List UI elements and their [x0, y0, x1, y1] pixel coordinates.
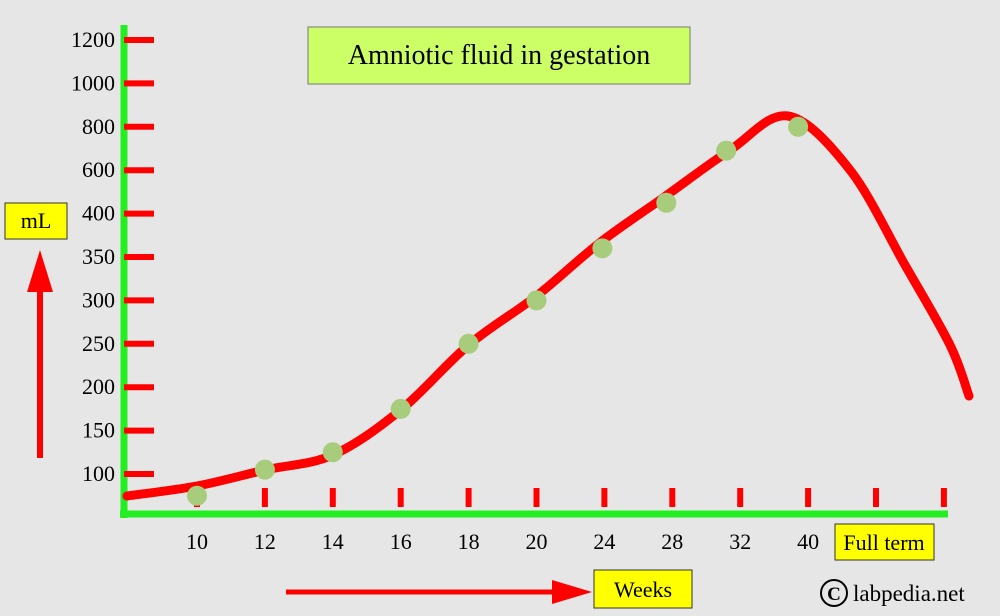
y-tick-label: 350 — [82, 244, 115, 269]
data-point — [390, 398, 411, 419]
x-tick-label: 16 — [390, 529, 412, 554]
x-tick-label: 12 — [254, 529, 276, 554]
full-term-label-box: Full term — [834, 523, 935, 561]
full-term-label: Full term — [843, 530, 924, 555]
y-tick-label: 400 — [82, 201, 115, 226]
x-tick-label: 24 — [593, 529, 615, 554]
amniotic-fluid-curve — [122, 111, 974, 501]
copyright-icon — [820, 579, 848, 607]
y-tick-label: 100 — [82, 461, 115, 486]
x-tick-label: 20 — [526, 529, 548, 554]
x-axis-label-box: Weeks — [593, 569, 693, 609]
chart-title-box: Amniotic fluid in gestation — [307, 26, 691, 85]
x-tick-label: 14 — [322, 529, 344, 554]
x-axis-label: Weeks — [614, 577, 672, 602]
watermark: C labpedia.net — [820, 579, 965, 607]
y-tick-label: 1200 — [71, 27, 115, 52]
x-tick-label: 28 — [661, 529, 683, 554]
y-tick-label: 600 — [82, 157, 115, 182]
y-tick-label: 800 — [82, 114, 115, 139]
y-tick-label: 1000 — [71, 70, 115, 95]
x-tick-label: 18 — [458, 529, 480, 554]
x-tick-label: 40 — [797, 529, 819, 554]
data-point — [526, 290, 547, 311]
data-point — [716, 140, 737, 161]
data-points — [187, 116, 809, 506]
watermark-text: labpedia.net — [853, 581, 965, 606]
chart-title: Amniotic fluid in gestation — [348, 40, 651, 71]
axes — [120, 25, 948, 518]
x-direction-arrow — [286, 580, 592, 604]
x-axis-ticks: 10 12 14 16 18 20 24 28 32 40 — [186, 488, 947, 554]
data-point — [322, 442, 343, 463]
y-axis-label: mL — [21, 208, 52, 233]
y-tick-label: 300 — [82, 287, 115, 312]
data-point — [592, 238, 613, 259]
data-point — [788, 116, 809, 137]
x-tick-label: 32 — [729, 529, 751, 554]
y-axis-ticks: 1200 1000 800 600 400 350 300 250 200 150 100 — [71, 27, 154, 486]
copyright-symbol: C — [827, 584, 841, 605]
x-tick-label: 10 — [186, 529, 208, 554]
y-axis-label-box: mL — [4, 202, 68, 240]
y-tick-label: 150 — [82, 418, 115, 443]
data-point — [254, 459, 275, 480]
y-direction-arrow — [27, 250, 53, 458]
data-point — [458, 333, 479, 354]
data-point — [187, 485, 207, 506]
data-point — [656, 192, 677, 213]
y-tick-label: 200 — [82, 374, 115, 399]
y-tick-label: 250 — [82, 331, 115, 356]
